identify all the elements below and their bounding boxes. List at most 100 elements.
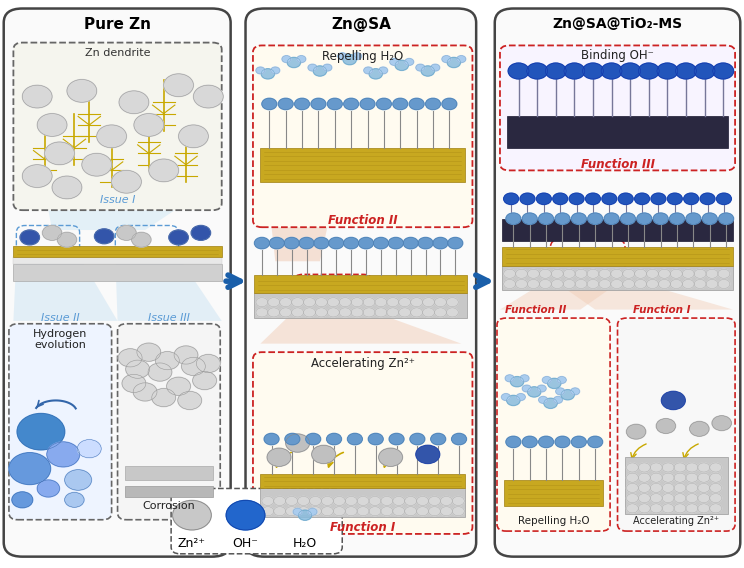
Circle shape xyxy=(686,473,698,482)
Circle shape xyxy=(650,473,662,482)
Circle shape xyxy=(360,98,375,110)
Circle shape xyxy=(282,56,291,62)
Circle shape xyxy=(347,433,362,445)
Circle shape xyxy=(651,193,666,204)
Circle shape xyxy=(522,385,531,392)
Circle shape xyxy=(37,480,60,497)
Circle shape xyxy=(713,63,734,79)
FancyBboxPatch shape xyxy=(171,488,342,554)
Circle shape xyxy=(561,390,574,400)
Bar xyxy=(502,266,733,290)
Text: H₂O: H₂O xyxy=(293,537,317,550)
Circle shape xyxy=(564,63,585,79)
Circle shape xyxy=(674,463,686,472)
Polygon shape xyxy=(500,278,625,310)
Circle shape xyxy=(381,496,393,506)
Circle shape xyxy=(571,436,586,448)
Text: Repelling H₂O: Repelling H₂O xyxy=(322,51,403,63)
Circle shape xyxy=(12,492,33,508)
Circle shape xyxy=(286,434,310,452)
Circle shape xyxy=(376,98,391,110)
Circle shape xyxy=(364,67,373,74)
Circle shape xyxy=(327,298,339,307)
Text: Hydrogen
evolution: Hydrogen evolution xyxy=(33,329,88,350)
Text: Binding OH⁻: Binding OH⁻ xyxy=(581,49,654,62)
Circle shape xyxy=(293,508,302,515)
Text: Issue II: Issue II xyxy=(41,313,80,323)
Circle shape xyxy=(321,496,333,506)
Circle shape xyxy=(452,496,464,506)
Circle shape xyxy=(698,473,710,482)
Circle shape xyxy=(267,448,291,466)
Circle shape xyxy=(287,57,301,68)
Bar xyxy=(13,264,222,281)
Circle shape xyxy=(313,66,327,76)
Circle shape xyxy=(97,125,126,148)
Circle shape xyxy=(22,85,52,108)
Circle shape xyxy=(542,377,551,383)
Circle shape xyxy=(684,193,699,204)
Circle shape xyxy=(262,98,277,110)
Circle shape xyxy=(351,298,363,307)
Circle shape xyxy=(694,269,706,278)
Circle shape xyxy=(411,298,423,307)
Circle shape xyxy=(587,269,599,278)
Circle shape xyxy=(429,496,440,506)
Circle shape xyxy=(122,374,146,392)
Circle shape xyxy=(442,56,451,62)
Circle shape xyxy=(635,193,650,204)
Circle shape xyxy=(417,496,429,506)
Circle shape xyxy=(650,494,662,503)
Circle shape xyxy=(694,279,706,289)
Circle shape xyxy=(323,64,332,71)
Circle shape xyxy=(556,388,565,395)
FancyBboxPatch shape xyxy=(246,9,476,557)
Circle shape xyxy=(405,59,414,65)
Circle shape xyxy=(363,308,375,317)
Circle shape xyxy=(457,56,466,62)
Circle shape xyxy=(504,279,516,289)
Bar xyxy=(254,293,467,318)
Circle shape xyxy=(504,193,519,204)
Circle shape xyxy=(638,483,650,492)
Circle shape xyxy=(431,433,446,445)
Bar xyxy=(254,275,467,293)
Circle shape xyxy=(37,114,67,136)
Circle shape xyxy=(638,63,659,79)
Polygon shape xyxy=(13,257,118,321)
Circle shape xyxy=(405,496,417,506)
Circle shape xyxy=(327,433,341,445)
Circle shape xyxy=(403,237,418,249)
Circle shape xyxy=(618,193,633,204)
Circle shape xyxy=(506,213,521,224)
Circle shape xyxy=(647,279,658,289)
Circle shape xyxy=(431,64,440,71)
Circle shape xyxy=(344,98,359,110)
Circle shape xyxy=(193,85,223,108)
Circle shape xyxy=(661,391,685,410)
Circle shape xyxy=(447,57,461,68)
Circle shape xyxy=(575,279,587,289)
Circle shape xyxy=(527,269,539,278)
Circle shape xyxy=(516,394,525,400)
Circle shape xyxy=(527,387,541,397)
Circle shape xyxy=(262,507,274,516)
Circle shape xyxy=(539,269,551,278)
Circle shape xyxy=(308,64,317,71)
Circle shape xyxy=(149,159,179,182)
Circle shape xyxy=(339,298,351,307)
Circle shape xyxy=(226,500,265,530)
Circle shape xyxy=(286,496,298,506)
Circle shape xyxy=(505,375,514,382)
Circle shape xyxy=(321,507,333,516)
Circle shape xyxy=(308,508,317,515)
Circle shape xyxy=(698,504,710,513)
Circle shape xyxy=(395,60,408,70)
Circle shape xyxy=(134,114,164,136)
Circle shape xyxy=(548,378,561,389)
Circle shape xyxy=(191,225,211,240)
Circle shape xyxy=(292,298,304,307)
Circle shape xyxy=(298,507,310,516)
Circle shape xyxy=(306,433,321,445)
Circle shape xyxy=(196,354,220,373)
